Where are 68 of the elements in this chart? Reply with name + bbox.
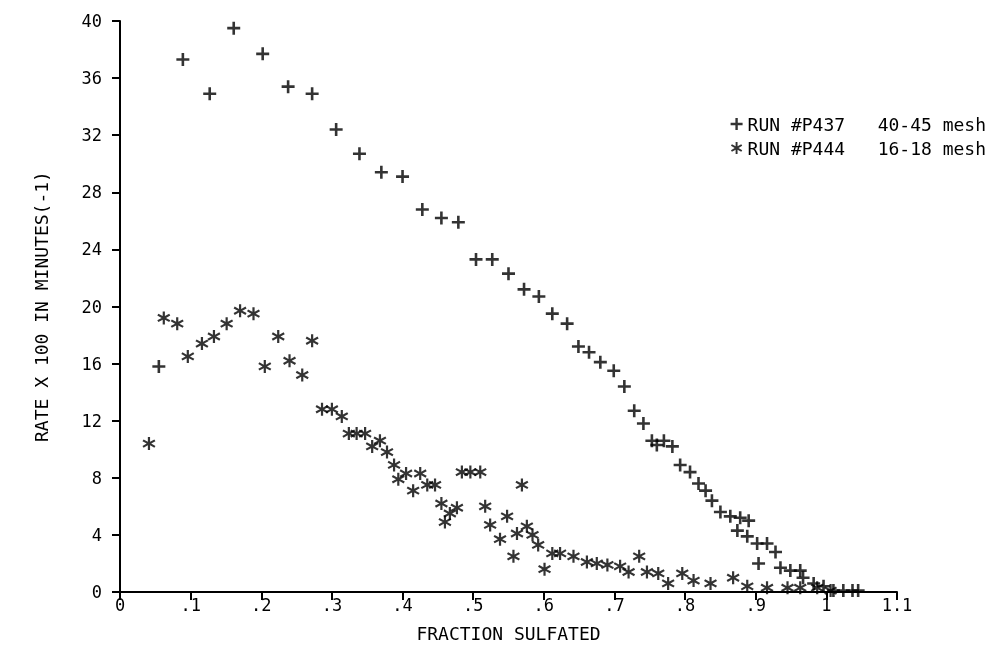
x-axis-title: FRACTION SULFATED [416, 622, 601, 644]
x-tick-label: .8 [674, 594, 696, 615]
y-axis-title: RATE X 100 IN MINUTES(-1) [30, 171, 52, 442]
y-tick-label: 12 [81, 410, 102, 431]
point [692, 477, 706, 491]
x-tick-label: .2 [251, 594, 272, 615]
y-tick-label: 40 [81, 11, 102, 31]
point [627, 404, 641, 418]
point [502, 267, 515, 281]
point [617, 379, 631, 393]
point [532, 290, 546, 304]
point [352, 147, 366, 161]
legend-label: RUN #P437 40-45 mesh [747, 113, 987, 135]
y-tick-label: 28 [81, 182, 102, 203]
point [469, 252, 483, 266]
point [374, 165, 388, 179]
point [560, 317, 574, 331]
x-tick-label: .4 [392, 594, 413, 615]
y-tick-label: 4 [91, 524, 102, 545]
point [665, 439, 679, 453]
point [740, 529, 754, 543]
x-tick-label: .5 [462, 594, 484, 615]
legend-label: RUN #P444 16-18 mesh [747, 137, 987, 159]
y-tick-label: 8 [91, 467, 102, 488]
point [705, 494, 719, 508]
point [730, 524, 744, 538]
y-tick-label: 24 [81, 239, 102, 260]
y-tick-label: 36 [81, 68, 102, 89]
point [713, 505, 727, 519]
point [152, 359, 166, 373]
y-tick-label: 20 [81, 296, 102, 317]
x-tick-label: .9 [745, 594, 766, 615]
point [752, 556, 766, 570]
point [485, 252, 499, 266]
point [793, 564, 807, 578]
x-tick-label: .6 [533, 594, 555, 615]
point [636, 417, 650, 431]
point [769, 545, 783, 559]
point [733, 511, 747, 525]
point [571, 339, 585, 353]
point [415, 202, 429, 216]
point [723, 509, 737, 523]
point [176, 53, 190, 67]
point [796, 571, 810, 585]
point [203, 87, 217, 101]
x-tick-label: .3 [321, 594, 343, 615]
point [657, 434, 671, 448]
point [256, 47, 270, 61]
point [760, 536, 774, 550]
x-tick-label: .7 [604, 594, 625, 615]
point [281, 80, 295, 94]
x-tick-label: 1.1 [881, 594, 913, 615]
point [593, 355, 607, 369]
point [434, 211, 448, 225]
point [451, 215, 465, 229]
point [742, 514, 756, 528]
y-tick-label: 32 [81, 125, 102, 146]
point [227, 21, 241, 35]
point [699, 484, 713, 498]
point [607, 364, 621, 378]
y-tick-label: 16 [81, 353, 102, 374]
point [396, 170, 410, 184]
x-tick-label: .1 [180, 594, 201, 615]
point [773, 561, 787, 575]
point [851, 584, 865, 598]
point [517, 282, 531, 296]
point [329, 122, 343, 136]
point [545, 307, 559, 321]
